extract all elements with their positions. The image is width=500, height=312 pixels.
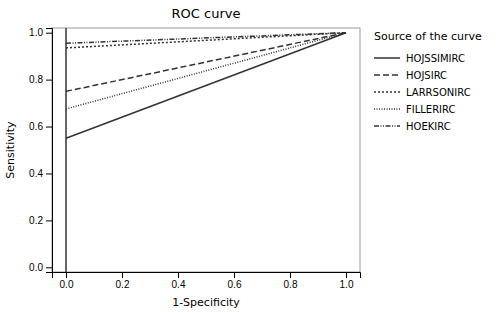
legend-title: Source of the curve	[374, 30, 482, 43]
legend-swatch	[374, 125, 400, 127]
y-axis-tick: 1.0	[29, 27, 52, 38]
x-axis-tick: 0.4	[172, 272, 186, 290]
reference-line	[65, 28, 67, 272]
y-axis-domain	[46, 29, 53, 273]
x-axis-tick-label: 1.0	[340, 279, 354, 290]
y-axis-tick-label: 0.0	[29, 262, 43, 273]
x-axis-tick-mark	[66, 272, 67, 278]
y-axis-tick-mark	[46, 267, 52, 268]
legend-label: HOEKIRC	[406, 121, 451, 132]
series-line	[66, 33, 346, 48]
series-line	[66, 33, 346, 139]
x-axis-tick-mark	[290, 272, 291, 278]
x-axis: 0.0 0.2 0.4 0.6 0.8 1.0	[53, 272, 361, 290]
x-axis-tick: 0.2	[116, 272, 130, 290]
x-axis-tick-label: 0.0	[60, 279, 74, 290]
legend-swatch	[374, 108, 400, 110]
x-axis-tick: 0.0	[60, 272, 74, 290]
legend-label: HOJSSIMIRC	[406, 53, 465, 64]
series-line	[66, 33, 346, 44]
y-axis-tick-label: 0.8	[29, 74, 43, 85]
x-axis-tick-mark	[346, 272, 347, 278]
y-axis-tick: 0.8	[29, 74, 52, 85]
series-line	[66, 33, 346, 109]
x-axis-tick-label: 0.4	[172, 279, 186, 290]
legend-label: FILLERIRC	[406, 104, 456, 115]
series-line	[66, 33, 346, 92]
legend-item: FILLERIRC	[374, 104, 456, 115]
y-axis-tick-label: 1.0	[29, 27, 43, 38]
y-axis-tick: 0.2	[29, 215, 52, 226]
x-axis-tick: 0.8	[284, 272, 298, 290]
legend-item: HOJSIRC	[374, 70, 447, 81]
y-axis-tick: 0.4	[29, 168, 52, 179]
y-axis-title: Sensitivity	[4, 121, 17, 179]
x-axis-tick-mark	[122, 272, 123, 278]
y-axis-tick-mark	[46, 220, 52, 221]
y-axis-tick-mark	[46, 80, 52, 81]
legend-swatch	[374, 57, 400, 59]
legend-item: HOEKIRC	[374, 121, 451, 132]
legend-label: LARRSONIRC	[406, 87, 471, 98]
y-axis-tick-label: 0.4	[29, 168, 43, 179]
x-axis-tick-mark	[178, 272, 179, 278]
x-axis-tick: 1.0	[340, 272, 354, 290]
x-axis-tick: 0.6	[228, 272, 242, 290]
x-axis-tick-label: 0.2	[116, 279, 130, 290]
x-axis-tick-label: 0.8	[284, 279, 298, 290]
legend-swatch	[374, 74, 400, 76]
legend-item: HOJSSIMIRC	[374, 53, 465, 64]
x-axis-tick-mark	[234, 272, 235, 278]
y-axis-tick: 0.6	[29, 121, 52, 132]
x-axis-domain	[53, 273, 361, 279]
legend: Source of the curve HOJSSIMIRC HOJSIRC LARR…	[374, 30, 482, 132]
title: ROC curve	[172, 6, 241, 21]
y-axis-tick-mark	[46, 173, 52, 174]
y-axis-tick-label: 0.6	[29, 121, 43, 132]
plot: 0.0 0.2 0.4 0.6 0.8 1.0 0.0 0.2 0.4 0.6 0.8 1.0	[29, 27, 360, 290]
y-axis-tick: 0.0	[29, 262, 52, 273]
y-axis-tick-mark	[46, 33, 52, 34]
legend-label: HOJSIRC	[406, 70, 447, 81]
y-axis-tick-label: 0.2	[29, 215, 43, 226]
legend-swatch	[374, 91, 400, 93]
x-axis-tick-label: 0.6	[228, 279, 242, 290]
y-axis: 0.0 0.2 0.4 0.6 0.8 1.0	[29, 27, 52, 273]
legend-item: LARRSONIRC	[374, 87, 471, 98]
x-axis-title: 1-Specificity	[172, 296, 240, 309]
chart: 0.0 0.2 0.4 0.6 0.8 1.0 0.0 0.2 0.4 0.6 0.8 1.0 ROC …	[0, 0, 500, 312]
plot-frame	[52, 28, 360, 272]
y-axis-tick-mark	[46, 127, 52, 128]
marks	[66, 28, 346, 272]
